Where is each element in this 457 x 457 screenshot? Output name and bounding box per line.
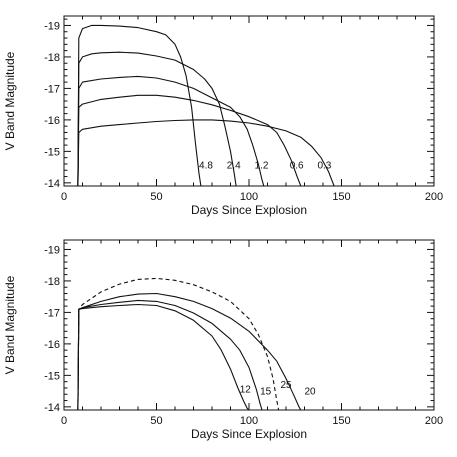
series-line-15 xyxy=(77,299,263,410)
series-line-0-6 xyxy=(77,94,302,186)
x-tick-label: 0 xyxy=(61,191,67,203)
plot-frame xyxy=(63,15,435,187)
x-tick-label: 200 xyxy=(425,191,443,203)
series-line-0-3 xyxy=(77,119,335,186)
y-tick-label: -16 xyxy=(44,339,60,351)
x-axis-title: Days Since Explosion xyxy=(191,427,307,441)
x-tick-label: 100 xyxy=(240,191,258,203)
y-tick-label: -19 xyxy=(44,20,60,32)
y-tick-label: -19 xyxy=(44,244,60,256)
x-tick-label: 150 xyxy=(332,415,350,427)
x-tick-label: 200 xyxy=(425,415,443,427)
y-tick-label: -17 xyxy=(44,307,60,319)
y-tick-label: -18 xyxy=(44,52,60,64)
x-tick-label: 100 xyxy=(240,415,258,427)
curve-label: 0.3 xyxy=(317,161,331,172)
x-tick-label: 0 xyxy=(61,415,67,427)
curve-label: 25 xyxy=(280,380,292,391)
y-tick-label: -18 xyxy=(44,276,60,288)
x-tick-label: 150 xyxy=(332,191,350,203)
series-line-20 xyxy=(77,292,302,410)
series-line-12 xyxy=(77,303,250,410)
y-tick-label: -16 xyxy=(44,115,60,127)
curve-label: 12 xyxy=(240,385,252,396)
curve-label: 2.4 xyxy=(227,161,241,172)
y-tick-label: -15 xyxy=(44,146,60,158)
y-tick-label: -15 xyxy=(44,370,60,382)
x-tick-label: 50 xyxy=(150,415,162,427)
series-line-2-4 xyxy=(77,51,237,186)
y-tick-label: -17 xyxy=(44,83,60,95)
curve-label: 0.6 xyxy=(290,161,304,172)
curve-label: 1.2 xyxy=(255,161,269,172)
y-axis-title: V Band Magnitude xyxy=(3,51,17,150)
y-tick-label: -14 xyxy=(44,178,60,190)
series-line-4-8 xyxy=(77,24,202,186)
x-tick-label: 50 xyxy=(150,191,162,203)
y-axis-title: V Band Magnitude xyxy=(3,275,17,374)
y-tick-label: -14 xyxy=(44,402,60,414)
panel-bottom: 0 50 100 150 200 -19 -18 -17 -16 -15 -14 Days Since… xyxy=(3,239,443,441)
series-line-1-2 xyxy=(77,75,265,186)
panel-top: 0 50 100 150 200 -19 -18 -17 -16 -15 -14 Days Since… xyxy=(3,15,443,217)
x-axis-title: Days Since Explosion xyxy=(191,203,307,217)
curve-label: 15 xyxy=(260,386,272,397)
curve-label: 20 xyxy=(305,386,317,397)
curve-label: 4.8 xyxy=(199,161,213,172)
series-line-25 xyxy=(77,277,280,410)
